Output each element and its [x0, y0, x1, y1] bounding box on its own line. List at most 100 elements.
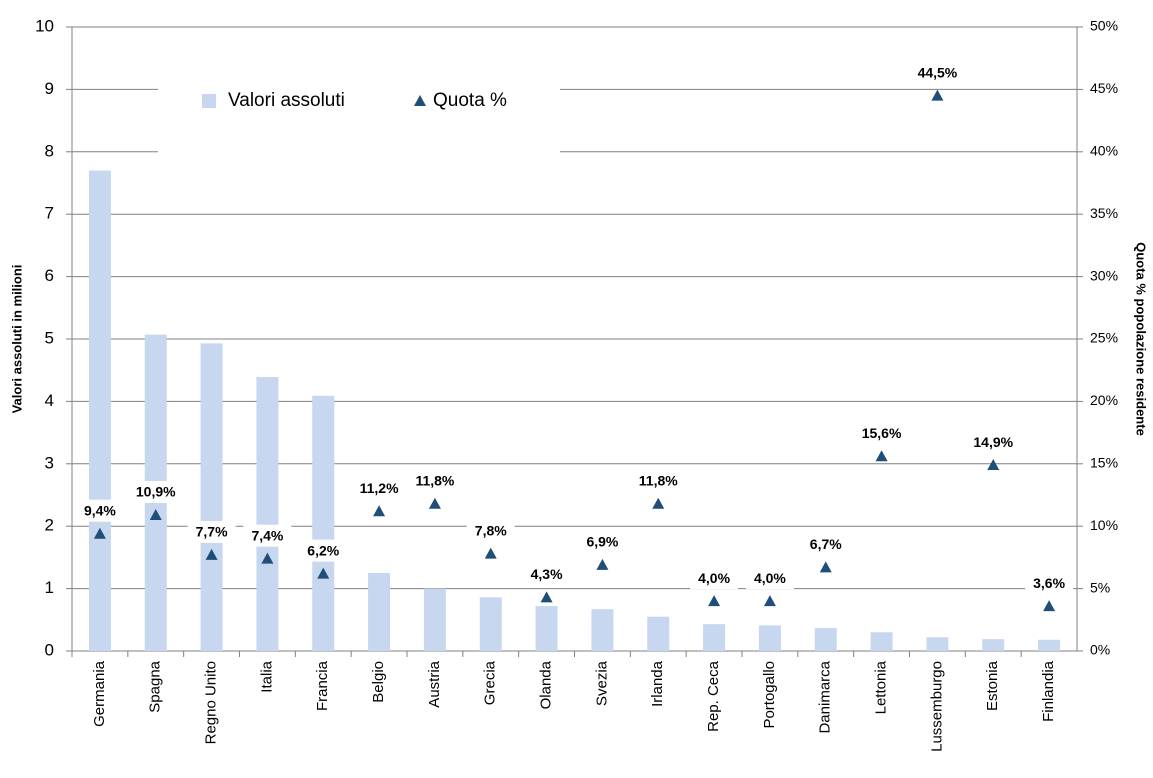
y2-tick-label: 25% — [1090, 330, 1118, 346]
data-label: 7,7% — [196, 524, 228, 540]
label-bg — [1025, 572, 1074, 595]
bar — [814, 627, 837, 651]
x-tick-label: Olanda — [538, 660, 555, 709]
bar — [591, 609, 614, 651]
bar — [479, 597, 502, 651]
y2-axis-label: Quota % popolazione residente — [1134, 242, 1149, 436]
marker — [1043, 600, 1056, 612]
data-label: 4,3% — [531, 566, 563, 582]
data-label: 7,8% — [475, 522, 507, 538]
y2-tick-label: 0% — [1090, 642, 1110, 658]
bar — [647, 616, 670, 651]
x-tick-label: Regno Unito — [203, 661, 220, 744]
y-tick-label: 8 — [45, 141, 54, 160]
label-bg — [410, 469, 459, 492]
bar — [423, 588, 446, 651]
marker — [875, 450, 888, 462]
bar — [870, 632, 893, 651]
x-tick-label: Lussemburgo — [928, 661, 945, 752]
y2-tick-label: 5% — [1090, 579, 1110, 595]
x-tick-label: Spagna — [147, 660, 164, 712]
data-label: 11,2% — [360, 480, 399, 496]
bar — [982, 639, 1005, 651]
data-label: 4,0% — [698, 570, 730, 586]
marker — [819, 561, 832, 573]
label-bg — [243, 524, 292, 547]
x-tick-label: Francia — [314, 660, 331, 711]
y-tick-label: 3 — [45, 453, 54, 472]
marker — [540, 591, 553, 603]
label-bg — [75, 499, 124, 522]
label-bg — [578, 530, 627, 553]
x-tick-label: Austria — [426, 660, 443, 707]
marker — [931, 89, 944, 101]
label-bg — [522, 563, 571, 586]
x-tick-label: Svezia — [593, 660, 610, 706]
legend-label: Valori assoluti — [228, 90, 345, 111]
bar — [88, 170, 111, 651]
marker — [763, 595, 776, 607]
bar — [758, 625, 781, 651]
x-tick-label: Italia — [258, 660, 275, 692]
data-label: 11,8% — [415, 472, 454, 488]
marker — [652, 497, 665, 509]
y-tick-label: 5 — [45, 328, 54, 347]
bar — [312, 395, 335, 651]
legend-marker — [202, 94, 216, 108]
marker — [596, 558, 609, 570]
label-bg — [969, 431, 1018, 454]
y2-tick-label: 30% — [1090, 267, 1118, 283]
legend-marker — [414, 95, 426, 106]
y2-tick-label: 50% — [1090, 18, 1118, 34]
data-label: 10,9% — [136, 484, 176, 500]
bar — [1038, 639, 1061, 651]
marker — [708, 595, 721, 607]
label-bg — [355, 477, 404, 500]
x-tick-label: Rep. Ceca — [705, 660, 722, 732]
legend — [158, 68, 560, 154]
data-label: 11,8% — [639, 472, 678, 488]
bar — [535, 606, 558, 651]
y2-tick-label: 45% — [1090, 80, 1118, 96]
marker — [987, 459, 1000, 471]
label-bg — [187, 520, 236, 543]
label-bg — [913, 61, 962, 84]
label-bg — [857, 422, 906, 445]
data-label: 14,9% — [973, 434, 1013, 450]
data-label: 9,4% — [84, 502, 116, 518]
marker — [373, 505, 386, 517]
data-label: 6,7% — [810, 536, 842, 552]
label-bg — [299, 539, 348, 562]
marker — [93, 527, 106, 539]
data-label: 44,5% — [918, 64, 958, 80]
x-tick-label: Belgio — [370, 661, 387, 703]
y-tick-label: 10 — [35, 16, 54, 35]
label-bg — [466, 519, 515, 542]
x-tick-label: Danimarca — [817, 660, 834, 733]
data-label: 7,4% — [251, 527, 283, 543]
marker — [428, 497, 441, 509]
bar — [256, 377, 279, 651]
marker — [205, 548, 218, 560]
y-tick-label: 9 — [45, 79, 54, 98]
y-tick-label: 7 — [45, 204, 54, 223]
marker — [261, 552, 274, 564]
data-label: 3,6% — [1033, 575, 1065, 591]
marker — [317, 567, 330, 579]
label-bg — [634, 469, 683, 492]
y-tick-label: 4 — [45, 391, 54, 410]
y2-tick-label: 35% — [1090, 205, 1118, 221]
x-tick-label: Lettonia — [873, 660, 890, 714]
y-tick-label: 2 — [45, 516, 54, 535]
label-bg — [801, 533, 850, 556]
data-label: 15,6% — [862, 425, 902, 441]
x-tick-label: Germania — [91, 660, 108, 727]
y-tick-label: 0 — [45, 640, 54, 659]
x-tick-label: Irlanda — [649, 660, 666, 707]
bar — [926, 637, 949, 651]
bar — [368, 573, 391, 651]
y-tick-label: 1 — [45, 578, 54, 597]
label-bg — [131, 480, 180, 503]
bar — [703, 624, 726, 651]
data-label: 4,0% — [754, 570, 786, 586]
